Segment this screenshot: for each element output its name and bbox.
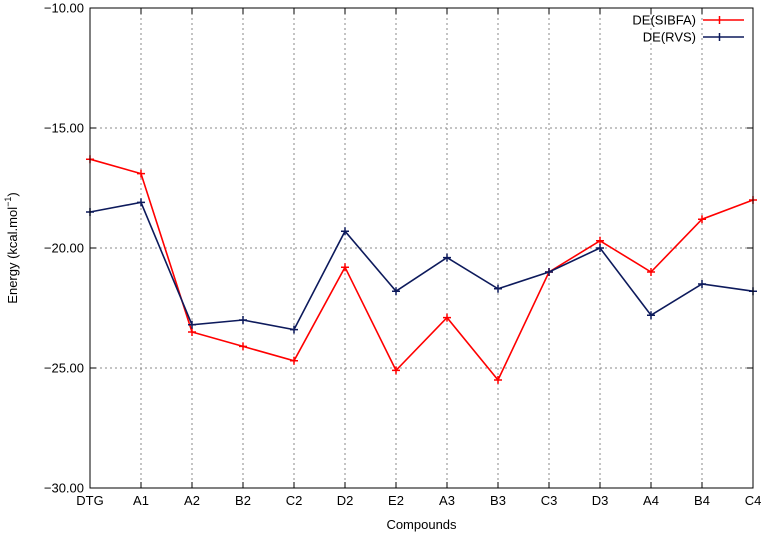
legend-label: DE(SIBFA) xyxy=(632,13,696,28)
data-point xyxy=(596,244,604,252)
data-point xyxy=(494,376,502,384)
data-point xyxy=(137,198,145,207)
y-axis-title-sup: −1 xyxy=(3,197,13,207)
x-tick-label: C2 xyxy=(286,493,303,508)
data-point xyxy=(494,284,502,293)
y-tick-label: −15.00 xyxy=(44,121,84,136)
series-group xyxy=(86,155,757,384)
y-axis-title-main: Energy (kcal.mol xyxy=(5,207,20,304)
legend: DE(SIBFA) DE(RVS) xyxy=(632,13,744,45)
plot-frame xyxy=(89,7,754,489)
y-tick-label: −30.00 xyxy=(44,481,84,496)
y-axis-title: Energy (kcal.mol−1) xyxy=(3,192,20,303)
x-tick-label: B3 xyxy=(490,493,506,508)
legend-label: DE(RVS) xyxy=(643,30,696,45)
x-tick-label: B4 xyxy=(694,493,710,508)
data-point xyxy=(239,342,247,351)
x-tick-label: D3 xyxy=(592,493,609,508)
y-tick-label: −25.00 xyxy=(44,361,84,376)
y-tick-label: −10.00 xyxy=(44,1,84,16)
x-tick-label: C4 xyxy=(745,493,762,508)
x-tick-label: B2 xyxy=(235,493,251,508)
data-point xyxy=(188,320,196,329)
series-line xyxy=(89,201,754,331)
x-tick-label: A2 xyxy=(184,493,200,508)
grid-lines xyxy=(90,8,753,488)
x-tick-label: A1 xyxy=(133,493,149,508)
x-axis-ticks: DTG A1 A2 B2 C2 D2 E2 A3 B3 C3 D3 A4 B4 C4 xyxy=(76,8,761,508)
data-point xyxy=(137,169,145,178)
data-point xyxy=(188,328,196,336)
data-point xyxy=(290,325,298,334)
x-tick-label: A4 xyxy=(643,493,659,508)
data-point xyxy=(392,366,400,375)
data-point xyxy=(698,280,706,288)
data-point xyxy=(392,287,400,296)
data-point xyxy=(596,236,604,245)
x-tick-label: A3 xyxy=(439,493,455,508)
data-point xyxy=(290,356,298,365)
y-tick-label: −20.00 xyxy=(44,241,84,256)
data-point xyxy=(341,263,349,272)
y-axis-title-close: ) xyxy=(5,192,20,196)
x-tick-label: DTG xyxy=(76,493,103,508)
data-point xyxy=(443,253,451,262)
data-point xyxy=(647,268,655,276)
y-axis-ticks: −30.00 −25.00 −20.00 −15.00 −10.00 xyxy=(44,1,753,496)
data-point xyxy=(341,227,349,236)
data-point xyxy=(239,316,247,324)
data-point xyxy=(647,311,655,320)
x-tick-label: D2 xyxy=(337,493,354,508)
data-point xyxy=(545,268,553,276)
x-tick-label: E2 xyxy=(388,493,404,508)
x-axis-title: Compounds xyxy=(386,517,457,532)
data-point xyxy=(443,313,451,322)
series-line xyxy=(89,158,754,382)
x-tick-label: C3 xyxy=(541,493,558,508)
data-point xyxy=(698,215,706,224)
